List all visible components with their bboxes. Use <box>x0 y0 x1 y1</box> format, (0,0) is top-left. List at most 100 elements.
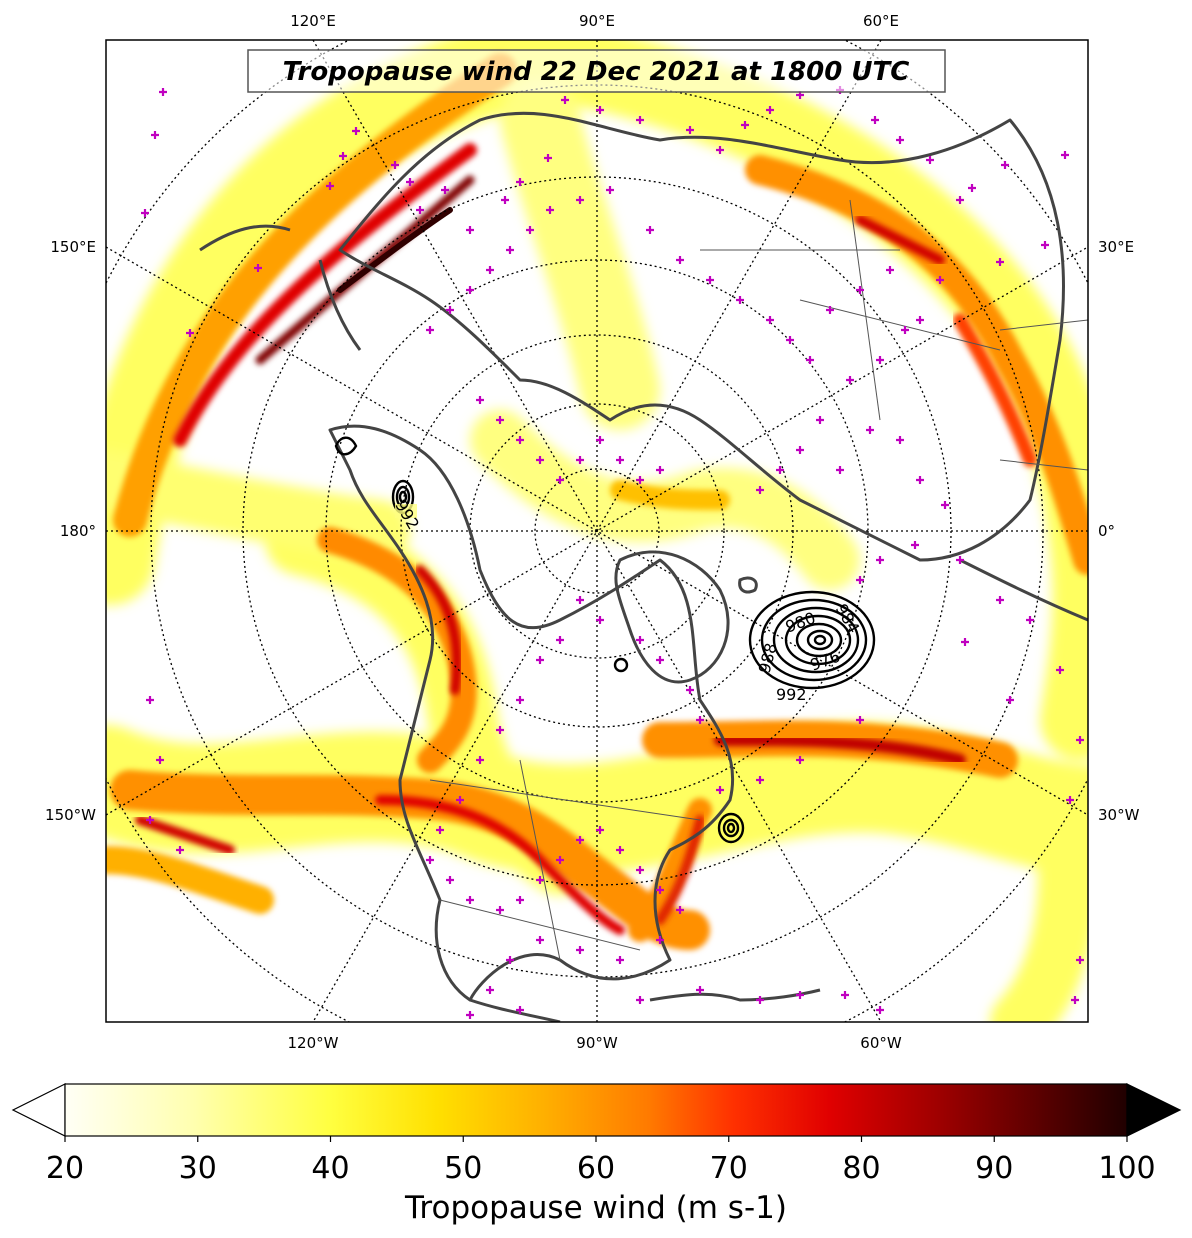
colorbar-tick-label: 20 <box>46 1151 84 1186</box>
station-marker <box>416 206 424 214</box>
station-marker <box>476 396 484 404</box>
station-marker <box>1006 696 1014 704</box>
station-marker <box>516 696 524 704</box>
station-marker <box>516 896 524 904</box>
station-marker <box>561 96 569 104</box>
station-marker <box>159 88 167 96</box>
station-marker <box>736 296 744 304</box>
station-marker <box>706 276 714 284</box>
station-marker <box>516 1006 524 1014</box>
station-marker <box>1076 956 1084 964</box>
station-marker <box>616 956 624 964</box>
station-marker <box>576 836 584 844</box>
map-panel: 992 980 984 988 976 992 Tropopause wind … <box>106 40 1088 1022</box>
station-marker <box>766 316 774 324</box>
station-marker <box>546 206 554 214</box>
station-marker <box>446 306 454 314</box>
lon-label-right: 0° <box>1098 522 1115 540</box>
station-marker <box>911 541 919 549</box>
station-marker <box>676 256 684 264</box>
station-marker <box>846 376 854 384</box>
station-marker <box>1061 151 1069 159</box>
colorbar-tick-label: 70 <box>710 1151 748 1186</box>
station-marker <box>926 156 934 164</box>
station-marker <box>426 856 434 864</box>
station-marker <box>496 726 504 734</box>
station-marker <box>576 456 584 464</box>
station-marker <box>536 656 544 664</box>
station-marker <box>516 178 524 186</box>
station-marker <box>866 426 874 434</box>
station-marker <box>636 866 644 874</box>
station-marker <box>796 991 804 999</box>
colorbar-extend-low <box>11 1083 66 1137</box>
station-marker <box>1041 241 1049 249</box>
station-marker <box>716 786 724 794</box>
station-marker <box>576 196 584 204</box>
station-marker <box>806 356 814 364</box>
station-marker <box>686 126 694 134</box>
station-marker <box>616 456 624 464</box>
station-marker <box>576 596 584 604</box>
station-marker <box>254 264 262 272</box>
station-marker <box>466 1011 474 1019</box>
station-marker <box>836 466 844 474</box>
colorbar-tick-label: 60 <box>577 1151 615 1186</box>
station-marker <box>1066 796 1074 804</box>
station-marker <box>1001 161 1009 169</box>
map-title-box: Tropopause wind 22 Dec 2021 at 1800 UTC <box>247 49 946 93</box>
station-marker <box>426 326 434 334</box>
station-marker <box>496 416 504 424</box>
station-marker <box>916 316 924 324</box>
colorbar-extend-high <box>1126 1083 1182 1137</box>
station-marker <box>956 556 964 564</box>
station-marker <box>856 716 864 724</box>
lon-label-top: 90°E <box>579 12 615 30</box>
station-marker <box>176 846 184 854</box>
station-marker <box>756 486 764 494</box>
station-marker <box>466 286 474 294</box>
station-marker <box>486 986 494 994</box>
station-marker <box>186 329 194 337</box>
station-marker <box>536 456 544 464</box>
station-marker <box>501 196 509 204</box>
station-marker <box>636 116 644 124</box>
station-marker <box>1056 666 1064 674</box>
station-marker <box>936 276 944 284</box>
station-marker <box>1026 616 1034 624</box>
colorbar-tick-label: 30 <box>179 1151 217 1186</box>
station-marker <box>596 616 604 624</box>
station-marker <box>339 152 347 160</box>
station-marker <box>441 186 449 194</box>
station-marker <box>526 226 534 234</box>
lon-label-left: 150°W <box>45 806 96 824</box>
station-marker <box>146 696 154 704</box>
lon-label-left: 150°E <box>50 238 96 256</box>
station-marker <box>756 996 764 1004</box>
station-marker <box>901 326 909 334</box>
station-marker <box>1071 996 1079 1004</box>
station-marker <box>476 756 484 764</box>
station-marker <box>656 886 664 894</box>
station-marker <box>156 756 164 764</box>
station-marker <box>956 196 964 204</box>
station-marker <box>391 161 399 169</box>
station-marker <box>856 576 864 584</box>
station-marker <box>996 596 1004 604</box>
station-marker <box>756 776 764 784</box>
country-borders <box>429 199 1088 961</box>
station-marker <box>352 127 360 135</box>
station-marker <box>896 136 904 144</box>
station-marker <box>616 846 624 854</box>
station-marker <box>896 436 904 444</box>
colorbar-tick-label: 100 <box>1098 1151 1155 1186</box>
station-marker <box>656 656 664 664</box>
lon-label-right: 30°W <box>1098 806 1140 824</box>
colorbar-label: Tropopause wind (m s-1) <box>404 1190 787 1226</box>
station-marker <box>486 266 494 274</box>
station-marker <box>876 356 884 364</box>
lon-label-top: 60°E <box>863 12 899 30</box>
station-marker <box>326 182 334 190</box>
station-markers <box>141 86 1084 1019</box>
